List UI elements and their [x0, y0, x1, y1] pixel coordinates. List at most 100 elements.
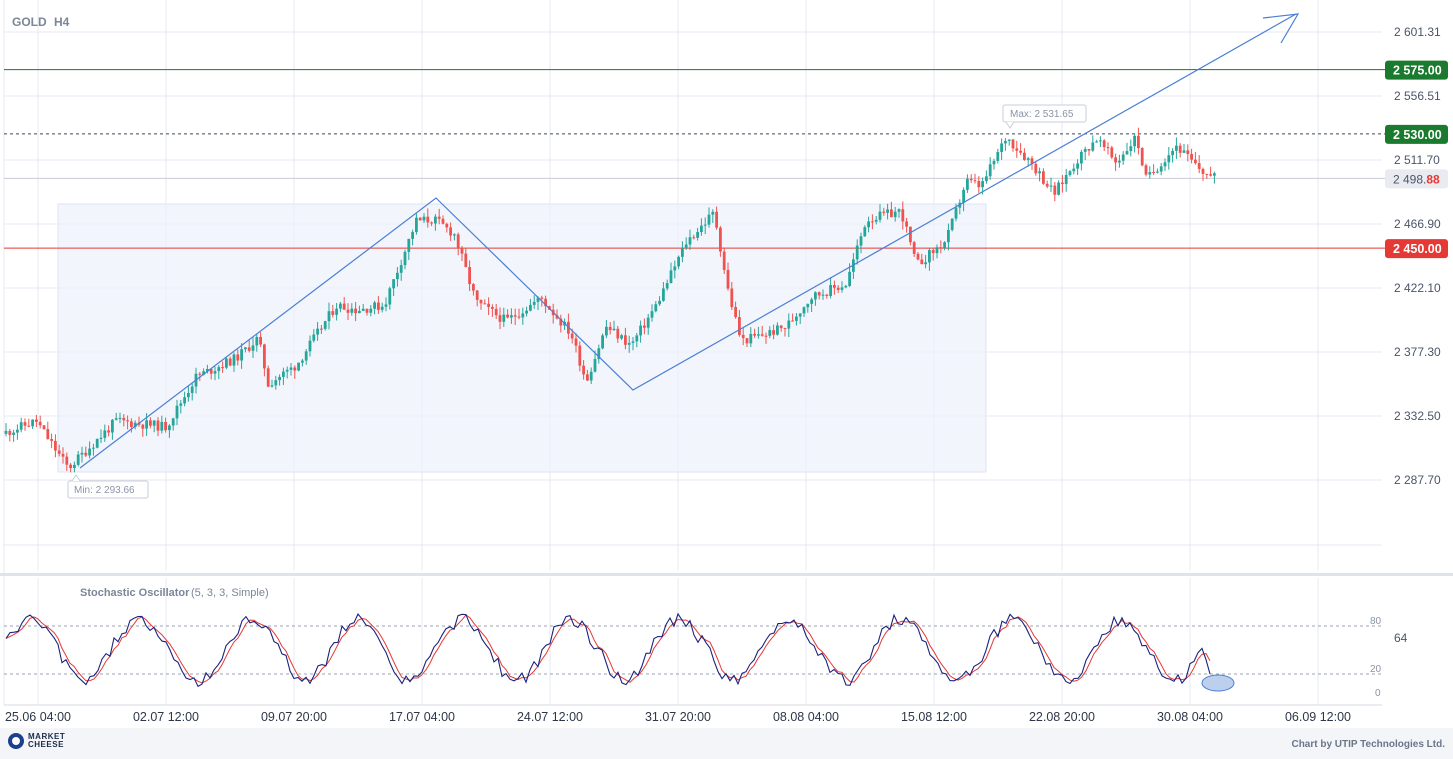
candle-up: [152, 420, 156, 426]
candle-up: [384, 304, 388, 307]
candle-up: [1163, 162, 1167, 167]
panel-separator[interactable]: [0, 573, 1453, 576]
candle-up: [863, 227, 867, 237]
candle-down: [293, 367, 297, 371]
candle-up: [1083, 149, 1087, 152]
horizontal-levels[interactable]: [4, 69, 1386, 249]
candle-down: [791, 320, 794, 322]
candle-up: [133, 422, 137, 427]
candle-up: [943, 242, 946, 249]
candle-up: [1167, 155, 1171, 163]
candle-up: [278, 376, 281, 381]
candle-up: [396, 272, 399, 280]
candle-up: [270, 385, 274, 387]
candle-up: [639, 325, 642, 336]
candle-down: [715, 211, 718, 228]
candle-down: [494, 308, 498, 316]
time-tick-label: 15.08 12:00: [901, 710, 967, 724]
candle-down: [164, 421, 167, 431]
candle-up: [4, 430, 8, 434]
trend-arrow-head: [1262, 13, 1300, 44]
candle-up: [1076, 163, 1079, 169]
candle-down: [1197, 163, 1201, 169]
candle-up: [654, 304, 658, 312]
candle-up: [1000, 143, 1003, 153]
price-tick-label: 2 287.70: [1394, 473, 1441, 487]
candle-down: [1019, 150, 1022, 153]
candle-up: [168, 425, 171, 431]
candle-down: [719, 227, 722, 252]
oversold-highlight: [1201, 674, 1235, 692]
candle-up: [350, 308, 354, 313]
osc-level-20: 20: [1370, 664, 1382, 675]
candle-up: [95, 438, 99, 448]
candle-up: [612, 328, 616, 331]
footer-bar: [0, 728, 1453, 759]
candle-down: [1034, 163, 1038, 174]
candle-up: [1148, 172, 1152, 175]
level-price-tag: [1385, 239, 1448, 259]
candle-down: [228, 358, 232, 366]
candle-up: [954, 207, 958, 219]
candle-down: [608, 326, 612, 331]
candle-down: [247, 347, 251, 351]
candle-up: [335, 308, 338, 315]
candle-up: [1213, 173, 1216, 176]
candle-up: [867, 221, 870, 228]
candle-up: [897, 209, 901, 212]
candle-up: [399, 265, 403, 273]
candle-up: [1026, 158, 1030, 160]
time-tick-label: 22.08 20:00: [1029, 710, 1095, 724]
candle-up: [669, 270, 673, 284]
candle-up: [1129, 146, 1133, 152]
candle-down: [779, 325, 783, 329]
candle-up: [1064, 174, 1068, 185]
candle-down: [1140, 148, 1144, 166]
candle-down: [1030, 158, 1034, 164]
oscillator-params: (5, 3, 3, Simple): [191, 587, 269, 599]
price-tick-label: 2 422.10: [1394, 281, 1441, 295]
candle-up: [935, 247, 939, 254]
candle-up: [304, 351, 308, 361]
candle-down: [544, 298, 547, 307]
candle-up: [213, 371, 217, 374]
candle-up: [757, 334, 760, 336]
candle-up: [703, 224, 707, 226]
zigzag-line[interactable]: [79, 13, 1297, 469]
candle-up: [844, 285, 848, 288]
candle-up: [88, 448, 91, 456]
candle-down: [871, 221, 874, 223]
brand-logo-icon: [8, 733, 24, 749]
candle-down: [479, 299, 483, 304]
trend-lines[interactable]: [79, 13, 1300, 469]
candle-down: [916, 253, 920, 260]
candle-up: [821, 294, 825, 296]
candle-up: [787, 320, 791, 329]
candle-down: [753, 333, 756, 336]
candle-up: [225, 358, 228, 368]
min-label: Min: 2 293.66: [74, 485, 135, 496]
candle-down: [122, 417, 126, 421]
time-axis: 25.06 04:00 02.07 12:00 09.07 20:00 17.07 0…: [5, 710, 1351, 724]
time-tick-label: 17.07 04:00: [389, 710, 455, 724]
max-label: Max: 2 531.65: [1010, 109, 1074, 120]
candle-down: [1102, 140, 1106, 148]
candle-down: [905, 221, 908, 227]
candle-down: [1194, 159, 1197, 164]
candle-down: [54, 440, 57, 451]
candle-up: [776, 325, 779, 335]
candle-up: [947, 229, 950, 243]
candle-down: [27, 425, 31, 427]
candle-up: [1133, 135, 1136, 147]
candle-up: [274, 380, 278, 386]
candle-down: [730, 288, 734, 308]
candle-down: [726, 269, 730, 289]
oscillator-title: Stochastic Oscillator: [80, 587, 190, 599]
time-tick-label: 09.07 20:00: [261, 710, 327, 724]
candle-up: [684, 244, 688, 248]
price-tick-label: 2 466.90: [1394, 217, 1441, 231]
candle-down: [890, 209, 893, 218]
candle-down: [437, 216, 441, 219]
candle-up: [1080, 151, 1083, 164]
